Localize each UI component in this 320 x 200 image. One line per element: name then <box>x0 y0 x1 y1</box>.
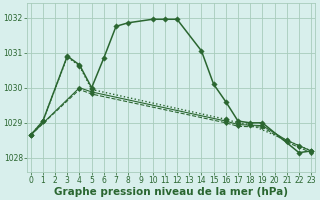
X-axis label: Graphe pression niveau de la mer (hPa): Graphe pression niveau de la mer (hPa) <box>54 187 288 197</box>
